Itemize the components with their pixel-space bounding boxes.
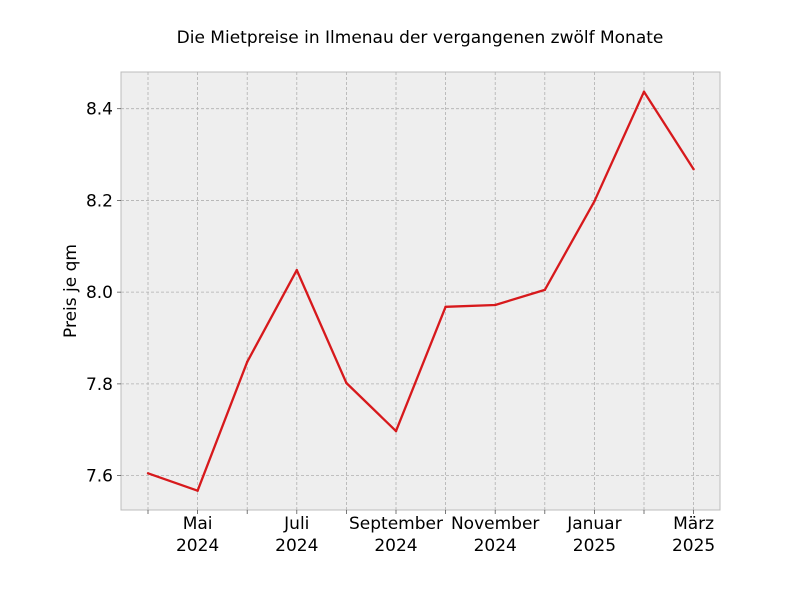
data-point	[494, 303, 497, 307]
data-point	[146, 472, 150, 475]
series-layer	[146, 90, 695, 492]
data-point	[196, 489, 199, 492]
data-point	[642, 90, 646, 93]
x-tick-label-year: 2025	[672, 536, 715, 556]
data-point	[593, 200, 596, 203]
x-tick-label: September	[349, 514, 443, 534]
data-point	[543, 288, 546, 292]
plot-area	[120, 71, 721, 511]
data-point	[444, 305, 447, 309]
chart-title: Die Mietpreise in Ilmenau der vergangene…	[177, 28, 664, 48]
series-line	[147, 90, 695, 492]
grid-lines	[121, 72, 720, 510]
data-point	[394, 429, 398, 433]
x-tick-label: Juli	[283, 514, 309, 534]
x-tick-label: März	[673, 514, 714, 534]
x-tick-label-year: 2024	[176, 536, 219, 556]
data-point	[295, 268, 298, 272]
x-tick-label-year: 2024	[275, 536, 318, 556]
x-tick-label-year: 2024	[374, 536, 417, 556]
x-tick-label: Januar	[566, 514, 621, 534]
data-point	[692, 168, 695, 171]
axis-ticks	[117, 108, 694, 514]
y-tick-label: 8.2	[86, 191, 113, 211]
x-tick-label-year: 2024	[474, 536, 517, 556]
y-tick-label: 7.8	[86, 375, 113, 395]
y-tick-label: 8.4	[86, 100, 113, 120]
y-tick-label: 8.0	[86, 283, 113, 303]
data-point	[345, 381, 348, 385]
y-axis-label: Preis je qm	[61, 244, 81, 338]
x-tick-label: November	[451, 514, 539, 534]
x-tick-label-year: 2025	[573, 536, 616, 556]
data-point	[246, 360, 249, 364]
tick-labels: 7.67.88.08.28.4Mai2024Juli2024September2…	[86, 100, 715, 556]
y-tick-label: 7.6	[86, 467, 113, 487]
x-tick-label: Mai	[183, 514, 213, 534]
